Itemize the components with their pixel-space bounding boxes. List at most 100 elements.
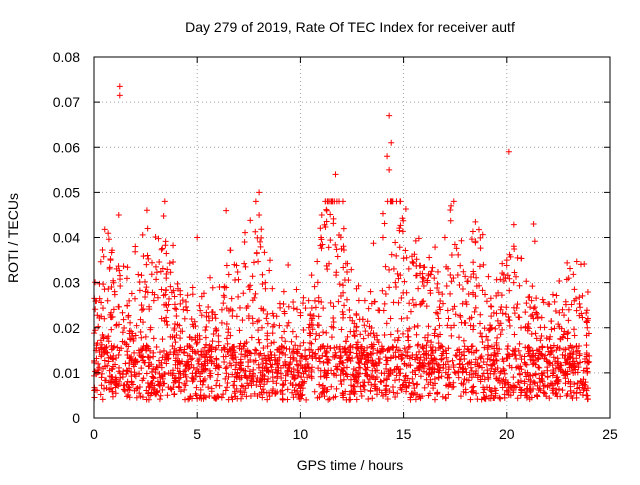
data-point: [448, 324, 455, 331]
data-point-cloud: [91, 198, 593, 403]
y-tick-label: 0.02: [53, 320, 80, 336]
data-point: [522, 324, 529, 331]
data-point: [231, 261, 238, 268]
data-point: [384, 153, 391, 160]
data-point: [119, 329, 126, 336]
data-point: [200, 378, 207, 385]
data-point: [237, 360, 244, 367]
data-point: [528, 297, 535, 304]
data-point: [268, 351, 275, 358]
data-point: [169, 333, 176, 340]
data-point: [559, 351, 566, 358]
data-point: [497, 306, 504, 313]
data-point: [466, 315, 473, 322]
data-point: [274, 369, 281, 376]
data-point: [503, 257, 510, 264]
y-axis-label: ROTI / TECUs: [5, 193, 21, 283]
data-point: [460, 365, 467, 372]
data-point: [324, 266, 331, 273]
data-point: [293, 333, 300, 340]
axis-ticks: 0 5 10 15 20 25 0 0.01 0.02 0.03 0.04 0.05 0.06 0.07 0…: [53, 49, 618, 442]
data-point: [280, 288, 287, 295]
data-point: [355, 369, 362, 376]
data-point: [305, 297, 312, 304]
data-point: [163, 275, 170, 282]
data-point: [249, 320, 256, 327]
data-point: [373, 360, 380, 367]
data-point: [571, 360, 578, 367]
data-point: [410, 302, 417, 309]
data-point: [367, 288, 374, 295]
data-point: [388, 139, 395, 146]
data-point: [361, 347, 368, 354]
x-axis-label: GPS time / hours: [297, 457, 404, 473]
data-point: [530, 220, 537, 227]
data-point: [175, 383, 182, 390]
data-point: [505, 148, 512, 155]
chart-title: Day 279 of 2019, Rate Of TEC Index for r…: [185, 19, 515, 35]
data-points: [95, 83, 591, 394]
x-tick-label: 20: [499, 426, 515, 442]
data-point: [287, 360, 294, 367]
x-tick-label: 10: [293, 426, 309, 442]
data-point: [547, 333, 554, 340]
data-point: [336, 360, 343, 367]
data-point: [116, 83, 123, 90]
data-point: [423, 351, 430, 358]
data-point: [472, 356, 479, 363]
data-point: [584, 324, 591, 331]
x-tick-label: 15: [396, 426, 412, 442]
data-point: [342, 338, 349, 345]
data-point: [435, 374, 442, 381]
x-tick-label: 5: [193, 426, 201, 442]
data-point: [256, 189, 263, 196]
data-point: [429, 365, 436, 372]
data-point: [454, 347, 461, 354]
data-point: [101, 315, 108, 322]
data-point: [150, 297, 157, 304]
data-point: [107, 257, 114, 264]
data-point: [534, 356, 541, 363]
data-point: [188, 356, 195, 363]
data-point: [491, 360, 498, 367]
y-tick-label: 0.08: [53, 49, 80, 65]
data-point: [553, 374, 560, 381]
y-tick-label: 0.07: [53, 94, 80, 110]
y-tick-label: 0.03: [53, 275, 80, 291]
data-point: [218, 306, 225, 313]
data-point: [115, 211, 122, 218]
data-point: [95, 360, 102, 367]
data-point: [212, 365, 219, 372]
data-point: [243, 374, 250, 381]
data-point: [485, 374, 492, 381]
data-point: [311, 351, 318, 358]
data-point: [138, 347, 145, 354]
data-point: [206, 342, 213, 349]
data-point: [404, 333, 411, 340]
data-point: [332, 171, 339, 178]
y-tick-label: 0: [72, 410, 80, 426]
data-point: [126, 365, 133, 372]
y-tick-label: 0.01: [53, 365, 80, 381]
y-tick-label: 0.06: [53, 139, 80, 155]
data-point: [330, 324, 337, 331]
data-point: [386, 166, 393, 173]
data-point: [578, 378, 585, 385]
x-tick-label: 0: [90, 426, 98, 442]
data-point: [318, 234, 325, 241]
data-point: [194, 234, 201, 241]
data-point: [441, 234, 448, 241]
data-point: [448, 202, 455, 209]
data-point: [181, 315, 188, 322]
data-point: [398, 315, 405, 322]
y-tick-label: 0.05: [53, 184, 80, 200]
data-point: [157, 374, 164, 381]
data-point: [565, 275, 572, 282]
data-point: [262, 279, 269, 286]
data-point: [225, 329, 232, 336]
data-point: [479, 333, 486, 340]
data-point: [256, 211, 263, 218]
data-point: [144, 225, 151, 232]
